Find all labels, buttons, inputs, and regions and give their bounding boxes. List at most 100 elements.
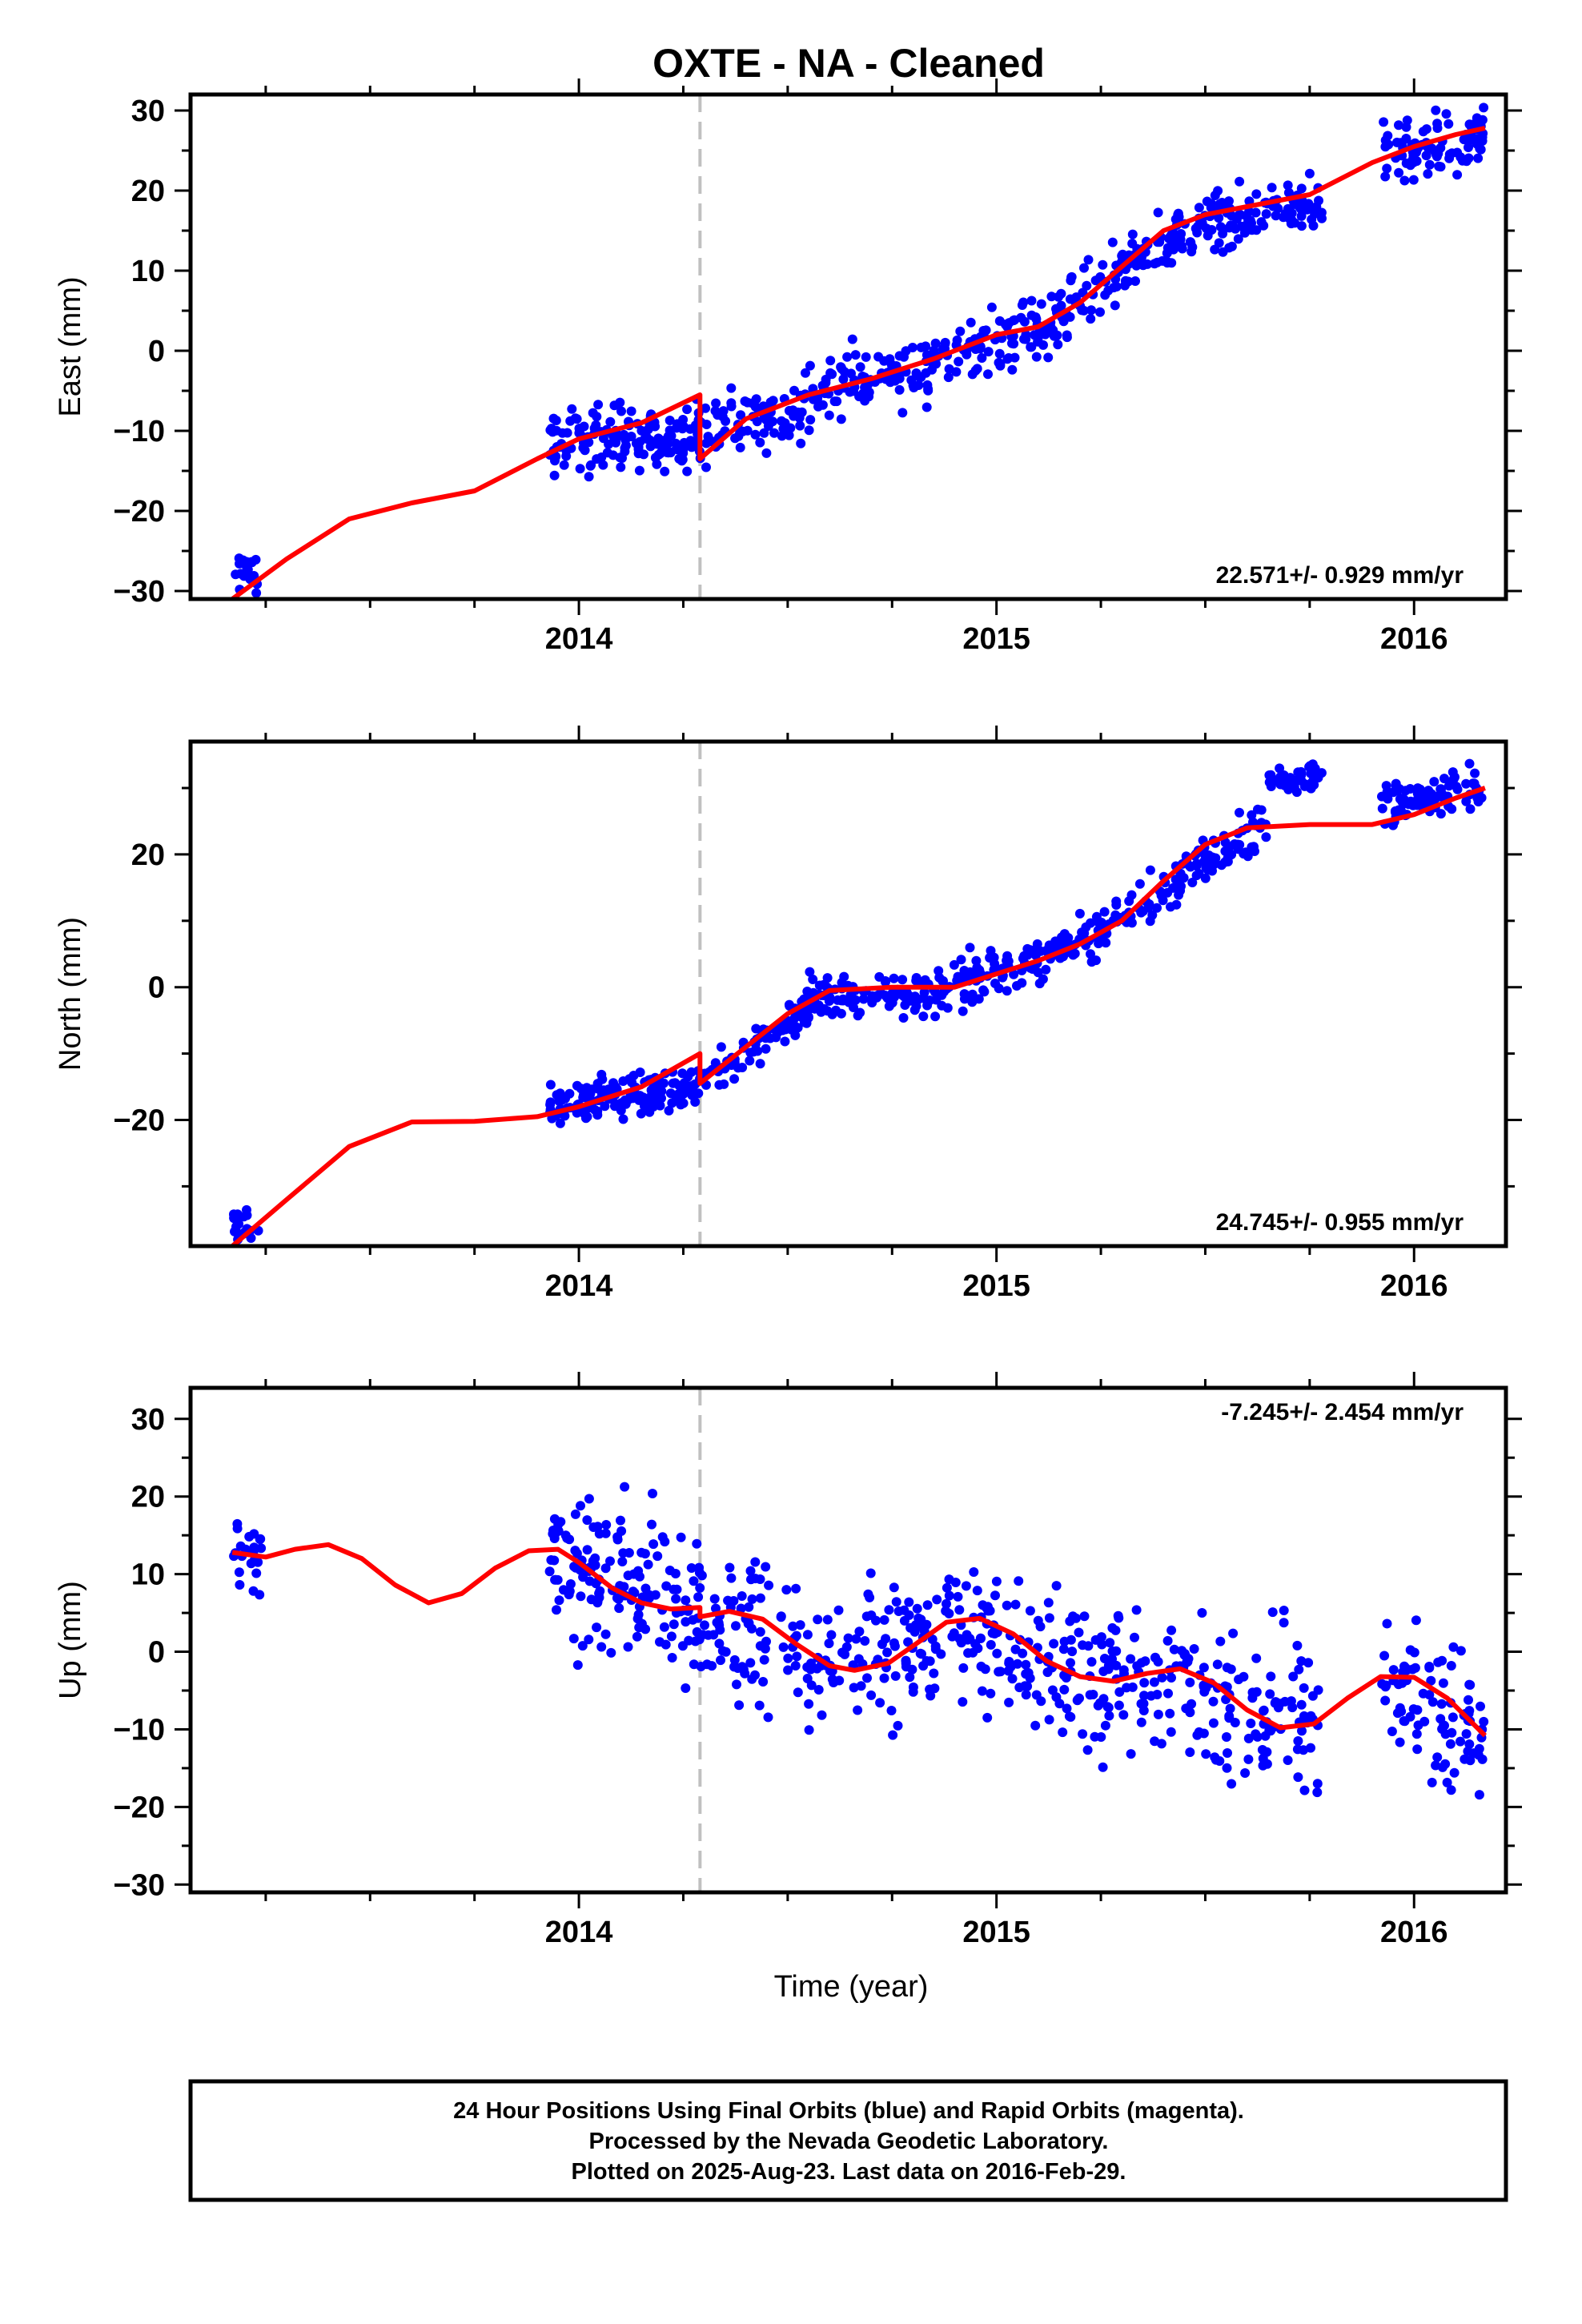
data-point: [1283, 203, 1293, 214]
data-point: [1243, 851, 1253, 862]
x-tick-label: 2016: [1380, 622, 1448, 656]
data-point: [970, 365, 981, 376]
data-point: [1317, 213, 1327, 223]
data-point: [1107, 237, 1118, 247]
data-point: [1392, 1708, 1403, 1719]
data-point: [1213, 186, 1223, 196]
data-point: [624, 1548, 634, 1558]
data-point: [1113, 1610, 1123, 1621]
panels: 2014 2015 2016 −30 −20 −10 0 10 20 30 East (mm) 22.…: [54, 78, 1522, 1949]
data-point: [983, 369, 993, 380]
data-point: [921, 1619, 932, 1630]
data-point: [1078, 1729, 1088, 1739]
data-point: [1293, 767, 1303, 778]
data-point: [836, 362, 846, 372]
data-point: [1033, 967, 1043, 978]
data-point: [648, 1489, 657, 1498]
data-point: [235, 569, 246, 579]
data-point: [1166, 1625, 1177, 1635]
data-point: [1064, 1711, 1074, 1722]
data-point: [897, 975, 908, 985]
data-point: [965, 943, 975, 953]
data-point: [1166, 902, 1175, 912]
data-point: [1465, 1680, 1476, 1690]
data-point: [1225, 1703, 1235, 1714]
data-point: [1136, 1717, 1146, 1727]
data-point: [1423, 169, 1433, 179]
data-point: [855, 362, 865, 372]
data-point: [647, 1519, 656, 1530]
data-point: [1436, 1699, 1447, 1709]
data-point: [1072, 1695, 1082, 1706]
data-point: [648, 1539, 659, 1550]
data-point: [1066, 271, 1077, 282]
data-point: [1139, 1691, 1149, 1701]
data-point: [1435, 809, 1446, 819]
data-point: [751, 1023, 761, 1034]
data-point: [605, 1556, 615, 1566]
data-point: [824, 1638, 834, 1649]
data-point: [804, 1004, 814, 1015]
data-point: [586, 460, 596, 470]
data-point: [667, 1653, 677, 1663]
data-point: [1118, 1665, 1129, 1675]
data-point: [747, 1594, 757, 1604]
data-point: [750, 401, 761, 412]
data-point: [1411, 1615, 1421, 1626]
data-point: [701, 462, 711, 472]
data-point: [1456, 1736, 1465, 1747]
data-point: [1099, 907, 1110, 917]
data-point: [592, 1110, 603, 1120]
data-point: [1136, 907, 1146, 918]
rate-label: 24.745+/- 0.955 mm/yr: [1216, 1209, 1464, 1236]
data-point: [552, 1605, 561, 1615]
data-point: [873, 352, 884, 362]
data-point: [242, 562, 252, 573]
data-point: [1086, 305, 1096, 316]
data-point: [1456, 152, 1466, 163]
data-point: [1100, 1720, 1110, 1731]
data-point: [1286, 1696, 1296, 1707]
data-point: [256, 1543, 267, 1554]
y-tick-label: 20: [131, 838, 165, 872]
data-point: [790, 1030, 801, 1040]
data-point: [568, 1634, 579, 1644]
data-point: [709, 1594, 720, 1604]
data-point: [248, 1586, 259, 1596]
data-point: [951, 367, 962, 377]
data-point: [1294, 1664, 1304, 1675]
data-point: [958, 1663, 969, 1673]
data-point: [889, 973, 899, 983]
data-point: [544, 1566, 555, 1577]
data-point: [1261, 832, 1271, 842]
data-point: [1433, 1657, 1443, 1667]
data-point: [1021, 1690, 1031, 1700]
data-point: [1191, 223, 1201, 234]
data-point: [682, 466, 693, 476]
data-point: [1399, 175, 1410, 186]
data-point: [633, 442, 644, 452]
data-point: [1152, 903, 1162, 913]
data-point: [1212, 1659, 1223, 1670]
data-point: [1410, 1663, 1420, 1673]
data-point: [1479, 103, 1489, 113]
data-point: [666, 1631, 677, 1642]
data-point: [590, 1560, 600, 1570]
data-point: [865, 1568, 876, 1578]
data-point: [849, 1683, 859, 1693]
data-point: [664, 1105, 674, 1116]
data-point: [1224, 196, 1234, 207]
data-point: [932, 1594, 942, 1605]
data-point: [776, 1611, 786, 1622]
data-point: [1049, 331, 1059, 341]
plot-frame: [188, 1385, 1508, 1895]
data-point: [1226, 220, 1236, 231]
data-point: [1446, 1785, 1456, 1795]
data-point: [1044, 1715, 1054, 1725]
data-point: [251, 554, 261, 565]
data-point: [1031, 352, 1042, 362]
data-point: [744, 1618, 754, 1628]
data-point: [663, 431, 673, 441]
data-point: [795, 420, 805, 431]
